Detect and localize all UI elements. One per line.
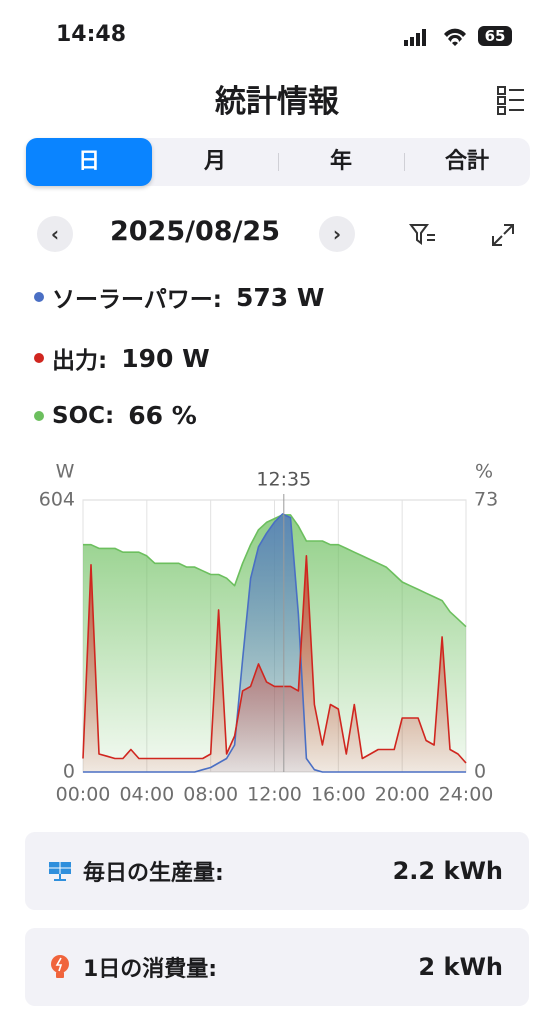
list-icon[interactable] — [496, 84, 528, 116]
y2-tick-label: 73 — [474, 489, 498, 511]
period-tabs: 日 月 年合計 — [26, 138, 530, 186]
x-tick-label: 24:00 — [439, 784, 494, 806]
x-tick-label: 16:00 — [311, 784, 366, 806]
line — [83, 514, 467, 628]
readout-label: ソーラーパワー: — [52, 287, 222, 313]
legend-dot — [34, 353, 44, 363]
readout-label: SOC: — [52, 402, 115, 429]
y2-axis-label: % — [475, 461, 493, 483]
cursor-label: 12:35 — [256, 469, 311, 491]
status-time: 14:48 — [56, 22, 127, 47]
x-tick-label: 08:00 — [183, 784, 238, 806]
soc-readout: SOC: 66 % — [34, 401, 197, 430]
page-title: 統計情報 — [215, 84, 339, 120]
status-icons — [404, 28, 466, 46]
legend-dot — [34, 410, 44, 421]
readout-value: 66 % — [128, 401, 197, 430]
tab[interactable]: 月 — [203, 149, 226, 174]
next-day-button[interactable]: › — [319, 216, 355, 252]
y2-tick-label: 0 — [474, 761, 486, 783]
date-label: 2025/08/25 — [109, 216, 280, 247]
y-tick-label: 0 — [63, 761, 75, 783]
expand-icon[interactable] — [490, 222, 516, 248]
solar-icon — [49, 862, 71, 881]
card-value: 2.2 kWh — [392, 857, 503, 885]
tab[interactable]: 合計 — [404, 138, 530, 186]
card-value: 2 kWh — [418, 953, 503, 981]
battery-level: 65 — [478, 26, 512, 46]
x-tick-label: 00:00 — [56, 784, 111, 806]
y-tick-label: 604 — [39, 489, 75, 511]
bulb-icon — [51, 955, 69, 978]
line — [82, 555, 467, 764]
readout-label: 出力: — [52, 348, 108, 374]
x-tick-label: 04:00 — [119, 784, 174, 806]
solar-readout: ソーラーパワー: 573 W — [34, 280, 324, 314]
prev-day-button[interactable]: ‹ — [37, 216, 73, 252]
area — [83, 555, 466, 772]
y-axis-label: W — [56, 461, 75, 483]
production-card: 毎日の生産量: 2.2 kWh — [25, 832, 529, 910]
readout-value: 190 W — [121, 343, 210, 373]
filter-icon[interactable] — [408, 222, 438, 248]
chart: 00:00 04:00 08:00 12:00 16:00 20:00 24:0006040… — [39, 461, 498, 806]
card-label: 毎日の生産量: — [83, 861, 224, 886]
legend-dot — [34, 292, 44, 302]
x-tick-label: 12:00 — [247, 784, 302, 806]
consumption-card: 1日の消費量: 2 kWh — [25, 928, 529, 1006]
output-readout: 出力: 190 W — [34, 341, 210, 375]
x-tick-label: 20:00 — [375, 784, 430, 806]
tab[interactable]: 日 — [26, 138, 152, 186]
readout-value: 573 W — [235, 282, 325, 312]
tab[interactable]: 年 — [278, 138, 404, 186]
line — [83, 513, 466, 773]
area — [83, 514, 466, 772]
card-label: 1日の消費量: — [83, 957, 218, 982]
